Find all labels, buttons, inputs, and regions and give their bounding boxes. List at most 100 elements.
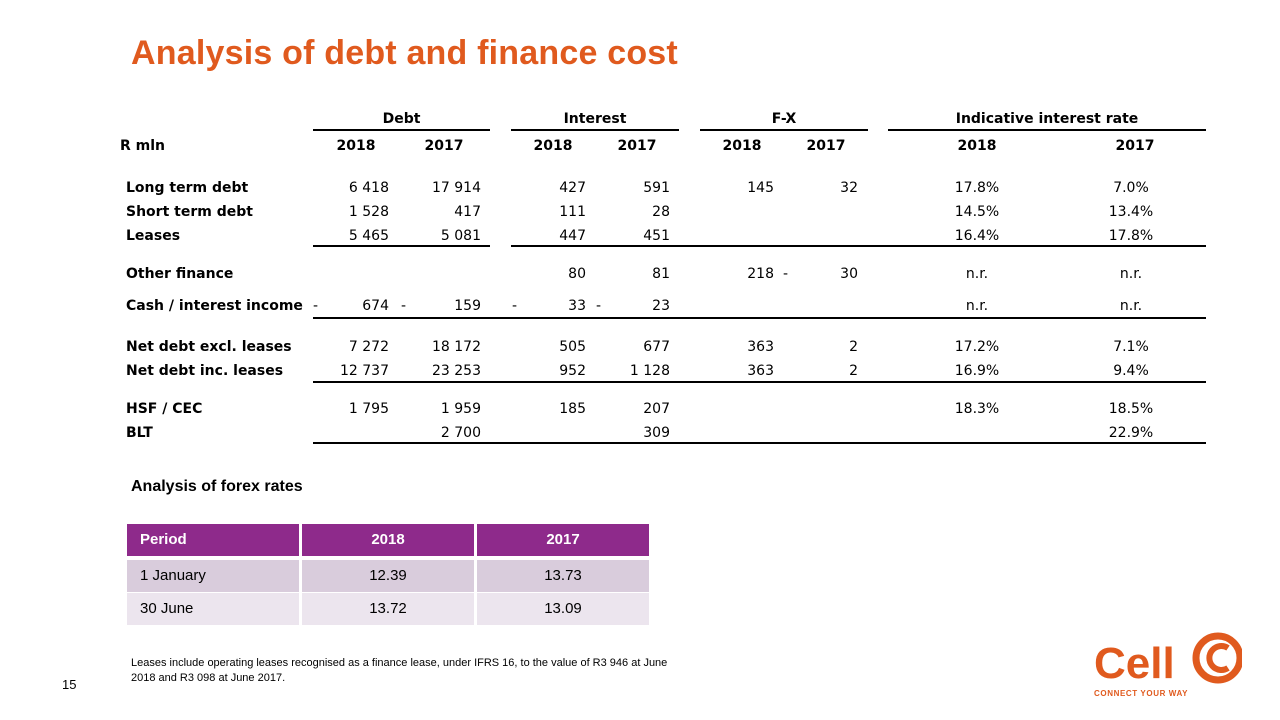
table-cell: 81 [652,266,670,282]
group-underline [700,129,868,131]
group-header-interest: Interest [563,111,627,127]
subtotal-line [313,317,1206,319]
row-label: Net debt inc. leases [126,363,284,379]
table-cell: 417 [454,204,481,220]
forex-header-2017: 2017 [477,524,649,556]
year-header: 2018 [336,138,376,154]
table-cell: 18 172 [432,339,481,355]
row-label: Cash / interest income [126,298,303,314]
table-cell: 1 128 [629,363,670,379]
forex-header-2018: 2018 [302,524,474,556]
table-cell: 17 914 [432,180,481,196]
table-cell: 22.9% [1108,425,1154,441]
table-cell: 16.9% [954,363,1000,379]
table-cell: 505 [559,339,586,355]
table-cell: n.r. [965,266,989,282]
table-cell: 17.2% [954,339,1000,355]
table-cell: 2 [849,339,858,355]
table-cell: 12 737 [340,363,389,379]
negative-sign: - [512,298,518,314]
group-header-fx: F-X [771,111,797,127]
footnote: Leases include operating leases recognis… [131,657,668,684]
forex-value-2018: 13.72 [302,593,474,625]
table-cell: 159 [454,298,481,314]
year-header: 2018 [722,138,762,154]
forex-title: Analysis of forex rates [131,478,303,495]
year-header: 2017 [1115,138,1155,154]
group-underline [511,129,679,131]
table-cell: 1 528 [348,204,389,220]
table-cell: 18.3% [954,401,1000,417]
table-cell: 14.5% [954,204,1000,220]
page-number: 15 [62,677,77,692]
table-cell: 17.8% [1108,228,1154,244]
row-label: HSF / CEC [126,401,203,417]
table-cell: 145 [747,180,774,196]
row-header-rmln: R mln [120,138,166,154]
logo-wordmark: Cell [1094,639,1175,688]
year-header: 2017 [424,138,464,154]
table-cell: n.r. [1119,298,1143,314]
table-cell: 674 [362,298,389,314]
table-cell: 677 [643,339,670,355]
group-underline [313,129,490,131]
table-cell: 2 700 [440,425,481,441]
table-cell: 7.0% [1113,180,1149,196]
row-label: BLT [126,425,153,441]
forex-value-2017: 13.09 [477,593,649,625]
table-cell: 6 418 [348,180,389,196]
row-label: Other finance [126,266,234,282]
table-cell: 23 [652,298,670,314]
negative-sign: - [596,298,602,314]
table-cell: 952 [559,363,586,379]
debt-finance-table: Debt Interest F-X Indicative interest ra… [120,111,1206,444]
table-cell: 2 [849,363,858,379]
table-cell: 1 959 [440,401,481,417]
table-cell: 7 272 [348,339,389,355]
row-label: Short term debt [126,204,253,220]
row-label: Leases [126,228,181,244]
group-underline [888,129,1206,131]
table-cell: 363 [747,363,774,379]
table-cell: 18.5% [1108,401,1154,417]
subtotal-line [511,245,1206,247]
table-cell: 7.1% [1113,339,1149,355]
row-label: Net debt excl. leases [126,339,292,355]
table-cell: 447 [559,228,586,244]
forex-value-2018: 12.39 [302,560,474,592]
year-header: 2018 [957,138,997,154]
table-cell: 9.4% [1113,363,1149,379]
page-title: Analysis of debt and finance cost [131,34,678,72]
table-cell: 33 [568,298,586,314]
table-cell: 185 [559,401,586,417]
subtotal-line [313,245,490,247]
forex-value-2017: 13.73 [477,560,649,592]
cell-c-logo: Cell CONNECT YOUR WAY [1092,628,1244,700]
table-cell: 13.4% [1108,204,1154,220]
negative-sign: - [783,266,789,282]
table-cell: 5 081 [440,228,481,244]
table-cell: 218 [747,266,774,282]
table-cell: 32 [840,180,858,196]
table-cell: 427 [559,180,586,196]
year-header: 2017 [617,138,657,154]
table-cell: 363 [747,339,774,355]
subtotal-line [313,442,1206,444]
table-cell: 591 [643,180,670,196]
negative-sign: - [401,298,407,314]
row-label: Long term debt [126,180,249,196]
forex-period: 30 June [127,593,299,625]
year-header: 2018 [533,138,573,154]
table-cell: 23 253 [432,363,481,379]
table-cell: 16.4% [954,228,1000,244]
table-cell: 30 [840,266,858,282]
c-circle-logo-icon: Cell CONNECT YOUR WAY [1094,632,1244,698]
table-cell: 111 [559,204,586,220]
table-cell: 309 [643,425,670,441]
table-cell: 5 465 [348,228,389,244]
year-header: 2017 [806,138,846,154]
table-cell: 17.8% [954,180,1000,196]
table-cell: 451 [643,228,670,244]
negative-sign: - [313,298,319,314]
forex-period: 1 January [127,560,299,592]
